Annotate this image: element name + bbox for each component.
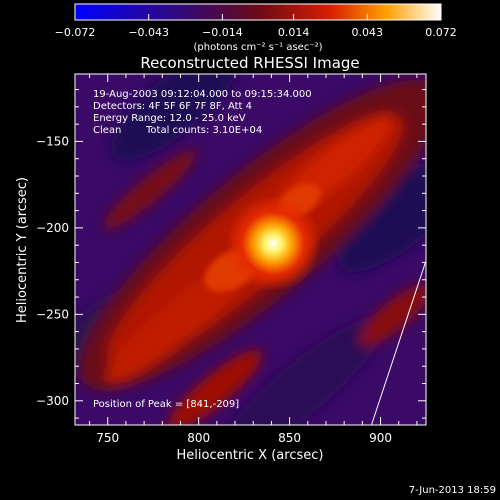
solar-limb-line	[370, 260, 427, 426]
y-tick-label: −200	[36, 221, 69, 235]
heatmap-image	[75, 74, 426, 425]
annotation-peak: Position of Peak = [841,-209]	[93, 399, 239, 410]
colorbar-tick-label: −0.072	[55, 26, 96, 39]
plot-frame	[74, 73, 427, 426]
x-axis: 750 800 850 900	[89, 74, 418, 445]
annotation-block: 19-Aug-2003 09:12:04.000 to 09:15:34.000…	[93, 89, 312, 410]
colorbar-tick-label: 0.014	[278, 26, 310, 39]
annotation-method: Clean	[93, 125, 121, 136]
chart-title: Reconstructed RHESSI Image	[140, 54, 359, 72]
colorbar-tick-label: 0.072	[425, 26, 457, 39]
colorbar-tick-label: −0.043	[128, 26, 169, 39]
colorbar-tick-label: −0.014	[202, 26, 243, 39]
colorbar-tick-label: 0.043	[352, 26, 384, 39]
peak-emission	[225, 195, 322, 292]
footer-date: 7-Jun-2013 18:59	[409, 485, 496, 496]
y-tick-label: −250	[36, 307, 69, 321]
annotation-detectors: Detectors: 4F 5F 6F 7F 8F, Att 4	[93, 101, 252, 112]
colorbar	[74, 3, 442, 21]
x-tick-label: 850	[278, 431, 301, 445]
x-tick-label: 800	[187, 431, 210, 445]
annotation-time: 19-Aug-2003 09:12:04.000 to 09:15:34.000	[93, 89, 312, 100]
y-axis-label: Heliocentric Y (arcsec)	[15, 177, 30, 323]
colorbar-unit-label: (photons cm⁻² s⁻¹ asec⁻²)	[193, 42, 322, 53]
y-tick-label: −150	[36, 134, 69, 148]
annotation-counts: Total counts: 3.10E+04	[145, 125, 262, 136]
y-axis: −150 −200 −250 −300	[36, 89, 426, 419]
colorbar-ticks: −0.072 −0.043 −0.014 0.014 0.043 0.072	[55, 14, 457, 39]
x-tick-label: 750	[96, 431, 119, 445]
x-axis-label: Heliocentric X (arcsec)	[177, 448, 324, 463]
annotation-energy: Energy Range: 12.0 - 25.0 keV	[93, 113, 246, 124]
x-tick-label: 900	[369, 431, 392, 445]
y-tick-label: −300	[36, 394, 69, 408]
